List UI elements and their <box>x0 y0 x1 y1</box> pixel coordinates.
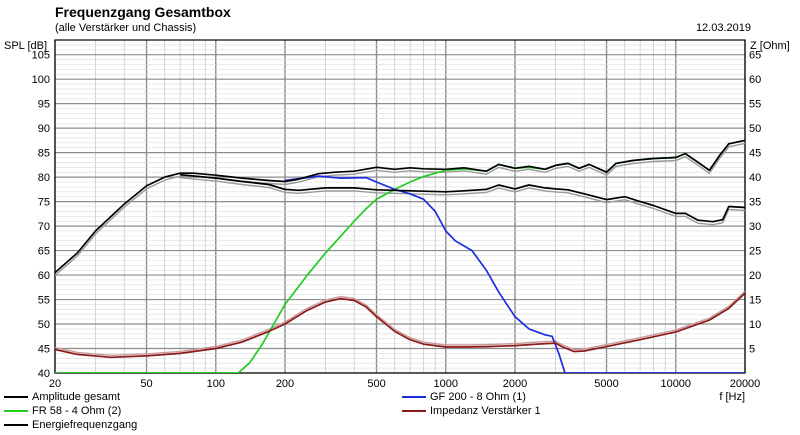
x-tick-label: 10000 <box>660 378 691 390</box>
y2-tick-label: 40 <box>749 172 761 184</box>
plot-frame <box>54 39 746 374</box>
y-tick-label: 75 <box>38 197 50 209</box>
y-tick-label: 55 <box>38 295 50 307</box>
y2-tick-label: 50 <box>749 123 761 135</box>
legend-label: Impedanz Verstärker 1 <box>430 405 541 417</box>
y-tick-label: 85 <box>38 148 50 160</box>
y2-tick-label: 65 <box>749 50 761 62</box>
series-line-gf-200-8-ohm-1 <box>284 175 745 373</box>
y-axis-right-label: Z [Ohm] <box>750 40 790 52</box>
x-tick-label: 200 <box>276 378 294 390</box>
y-tick-label: 90 <box>38 123 50 135</box>
y-tick-label: 60 <box>38 270 50 282</box>
y-tick-label: 40 <box>38 368 50 380</box>
y-tick-label: 50 <box>38 319 50 331</box>
chart-subtitle: (alle Verstärker und Chassis) <box>55 22 197 34</box>
y2-tick-label: 10 <box>749 319 761 331</box>
x-tick-label: 20000 <box>730 378 761 390</box>
legend-swatch <box>4 410 28 413</box>
legend-label: Amplitude gesamt <box>32 391 121 403</box>
y-tick-label: 45 <box>38 344 50 356</box>
chart-date: 12.03.2019 <box>695 22 751 34</box>
series-shadow-line <box>55 290 745 357</box>
chart-title: Frequenzgang Gesamtbox <box>55 4 231 20</box>
y-tick-label: 80 <box>38 172 50 184</box>
y2-tick-label: 60 <box>749 74 761 86</box>
y2-tick-label: 20 <box>749 270 761 282</box>
y2-tick-label: 15 <box>749 295 761 307</box>
y-tick-label: 70 <box>38 221 50 233</box>
legend-label: GF 200 - 8 Ohm (1) <box>430 391 526 403</box>
legend-label: Energiefrequenzgang <box>32 419 138 431</box>
x-tick-label: 2000 <box>503 378 527 390</box>
legend-swatch <box>4 424 28 427</box>
legend-item-gf200: GF 200 - 8 Ohm (1) <box>402 391 526 403</box>
series-line-amplitude-gesamt <box>55 139 745 274</box>
series-shadow-line <box>180 177 745 226</box>
y2-tick-label: 25 <box>749 246 761 258</box>
x-tick-label: 100 <box>207 378 225 390</box>
legend-swatch <box>4 396 28 399</box>
x-tick-label: 50 <box>140 378 152 390</box>
legend-swatch <box>402 410 426 413</box>
y2-tick-label: 45 <box>749 148 761 160</box>
series-line-energiefrequenzgang <box>180 173 745 223</box>
legend-item-impedance: Impedanz Verstärker 1 <box>402 405 541 417</box>
y2-tick-label: 55 <box>749 99 761 111</box>
y-tick-label: 100 <box>32 74 50 86</box>
y2-tick-label: 5 <box>749 344 755 356</box>
legend-item-amplitude: Amplitude gesamt <box>4 391 120 403</box>
x-tick-label: 1000 <box>434 378 458 390</box>
x-tick-label: 20 <box>49 378 61 390</box>
y-tick-label: 65 <box>38 246 50 258</box>
y-tick-label: 105 <box>32 50 50 62</box>
y-tick-label: 95 <box>38 99 50 111</box>
legend-item-fr58: FR 58 - 4 Ohm (2) <box>4 405 121 417</box>
legend-label: FR 58 - 4 Ohm (2) <box>32 405 122 417</box>
y-axis-left-label: SPL [dB] <box>4 40 48 52</box>
legend-item-energy: Energiefrequenzgang <box>4 419 137 431</box>
series-line-impedanz-verst-rker-1 <box>55 292 745 359</box>
y2-tick-label: 30 <box>749 221 761 233</box>
y2-tick-label: 35 <box>749 197 761 209</box>
legend-swatch <box>402 396 426 399</box>
x-tick-label: 500 <box>367 378 385 390</box>
x-tick-label: 5000 <box>594 378 618 390</box>
x-axis-label: f [Hz] <box>719 391 745 403</box>
